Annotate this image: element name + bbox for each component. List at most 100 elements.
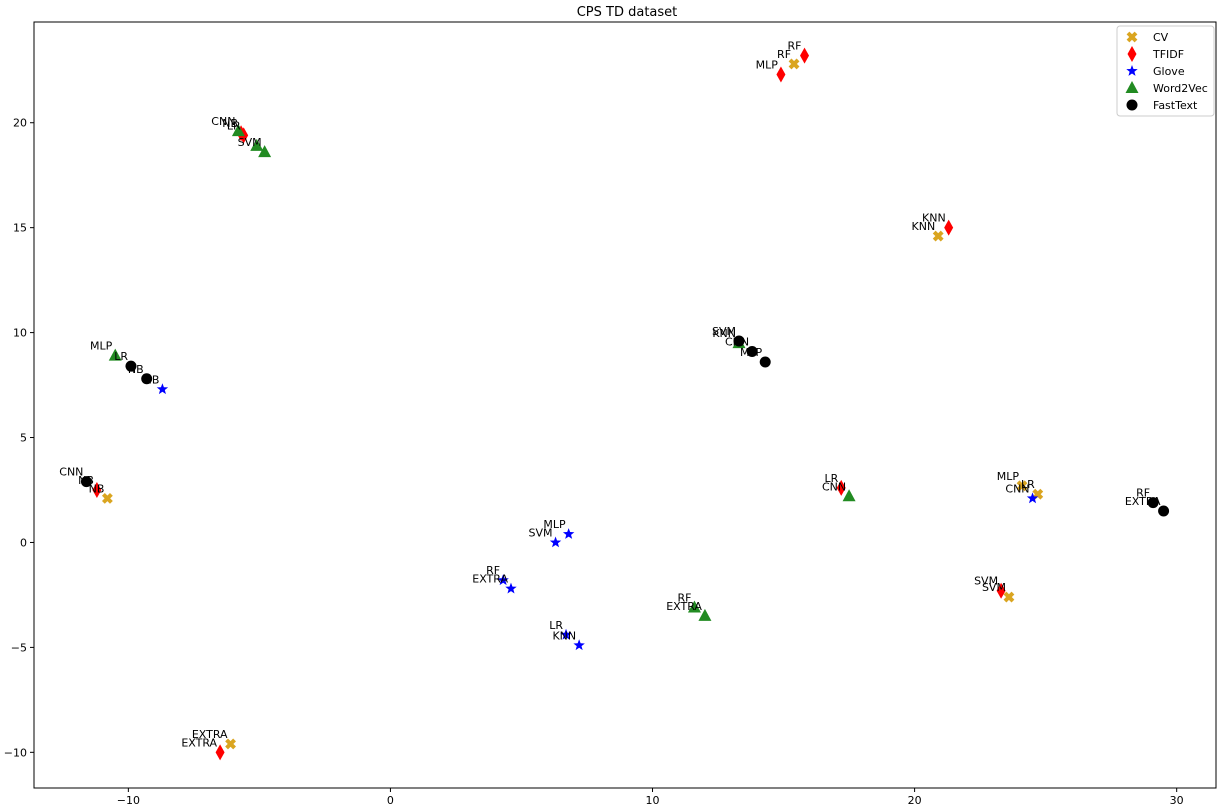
point-label: RF	[777, 48, 791, 61]
legend-marker-tfidf	[1127, 46, 1137, 62]
data-points	[80, 47, 1170, 761]
data-point-fasttext	[1158, 505, 1170, 517]
data-point-cv	[932, 230, 944, 242]
axis-ticks: −10 0 10 20 30 −10 −5 0 5 10 15 20	[4, 117, 1184, 807]
point-label: LR	[549, 619, 563, 632]
legend-marker-cv	[1126, 31, 1138, 43]
data-point-word2vec	[258, 145, 272, 158]
x-tick-label: 10	[646, 794, 660, 807]
plot-area	[33, 21, 1217, 789]
data-point-fasttext	[141, 373, 153, 385]
point-label: LR	[1021, 478, 1035, 491]
y-tick-label: 5	[20, 432, 27, 445]
legend-marker-word2vec	[1125, 81, 1139, 93]
legend-box	[1116, 25, 1215, 117]
point-label: NB	[78, 474, 94, 487]
point-label: EXTRA	[666, 600, 702, 613]
legend-entry-label: FastText	[1153, 99, 1198, 112]
point-label: RF	[1136, 487, 1150, 500]
point-label: LR	[824, 472, 838, 485]
y-tick-label: 20	[13, 117, 27, 130]
data-point-tfidf	[944, 219, 954, 236]
x-tick-label: 0	[387, 794, 394, 807]
point-label: MLP	[90, 340, 113, 353]
data-point-word2vec	[698, 608, 712, 621]
data-point-fasttext	[80, 476, 92, 488]
point-label: CNN	[59, 466, 83, 479]
y-tick-label: −10	[4, 746, 27, 759]
y-tick-label: 10	[13, 327, 27, 340]
point-label: SVM	[712, 325, 736, 338]
point-label: LR	[114, 350, 128, 363]
x-tick-label: −10	[117, 794, 140, 807]
data-point-fasttext	[125, 360, 137, 372]
data-point-fasttext	[1147, 497, 1159, 509]
y-tick-label: 15	[13, 222, 27, 235]
data-point-word2vec	[842, 489, 856, 502]
data-point-cv	[225, 738, 236, 750]
point-label: NB	[128, 363, 144, 376]
point-label: LR	[227, 119, 241, 132]
point-label: NB	[144, 373, 160, 386]
chart-title: CPS TD dataset	[577, 5, 678, 20]
y-tick-label: −5	[11, 641, 27, 654]
data-point-cv	[788, 58, 800, 70]
data-point-tfidf	[836, 479, 846, 496]
point-label: MLP	[997, 470, 1020, 483]
point-label: RF	[788, 40, 802, 53]
data-point-tfidf	[92, 481, 102, 498]
point-label: CNN	[822, 480, 846, 493]
data-point-fasttext	[759, 356, 771, 368]
data-point-glove	[562, 528, 575, 539]
data-point-fasttext	[733, 335, 745, 347]
data-point-cv	[1016, 480, 1028, 492]
point-label: RF	[677, 592, 691, 605]
x-tick-label: 20	[908, 794, 922, 807]
x-tick-label: 30	[1170, 794, 1184, 807]
point-label: RF	[486, 564, 500, 577]
y-tick-label: 0	[20, 536, 27, 549]
point-label: NB	[89, 482, 105, 495]
data-point-cv	[1003, 591, 1015, 603]
data-point-glove	[549, 536, 562, 548]
point-label: MLP	[756, 58, 779, 71]
data-point-word2vec	[231, 124, 245, 137]
point-label: CNN	[211, 115, 235, 128]
data-point-glove	[560, 628, 572, 640]
point-label: MLP	[740, 346, 763, 359]
legend-entry-label: TFIDF	[1152, 48, 1184, 61]
data-point-tfidf	[215, 744, 225, 761]
point-label: SVM	[982, 581, 1006, 594]
data-point-tfidf	[996, 582, 1006, 599]
data-point-fasttext	[746, 345, 758, 357]
legend-marker-glove	[1126, 65, 1138, 76]
point-label: CNN	[1005, 482, 1029, 495]
point-label: EXTRA	[192, 728, 228, 741]
legend-entry-label: Glove	[1153, 65, 1185, 78]
point-label: KNN	[552, 629, 576, 642]
point-label: NB	[222, 117, 238, 130]
point-label: SVM	[529, 526, 553, 539]
data-point-glove	[573, 639, 585, 651]
point-label: KNN	[922, 212, 946, 225]
point-label: EXTRA	[472, 573, 508, 586]
point-label: CNN	[725, 335, 749, 348]
data-point-word2vec	[687, 600, 701, 613]
data-point-glove	[1026, 492, 1039, 504]
point-label: SVM	[974, 575, 998, 588]
point-label: SVM	[238, 136, 262, 149]
data-point-glove	[505, 582, 517, 594]
data-point-word2vec	[108, 348, 122, 361]
point-label: KNN	[712, 327, 736, 340]
legend-marker-fasttext	[1126, 99, 1138, 111]
data-point-glove	[156, 383, 169, 395]
data-point-glove	[497, 574, 509, 586]
data-point-tfidf	[776, 66, 786, 83]
data-point-word2vec	[250, 138, 264, 151]
point-label: EXTRA	[1125, 495, 1161, 508]
legend-entry-label: Word2Vec	[1153, 82, 1208, 95]
data-point-cv	[101, 492, 113, 504]
data-point-tfidf	[800, 47, 810, 64]
point-label: KNN	[912, 220, 936, 233]
